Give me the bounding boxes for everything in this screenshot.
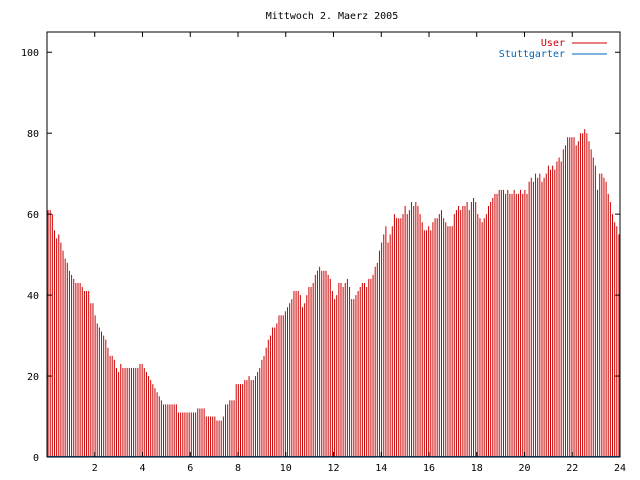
y-tick-label: 20 — [27, 372, 39, 383]
x-tick-label: 24 — [614, 463, 626, 474]
x-tick-label: 12 — [327, 463, 339, 474]
x-tick-label: 6 — [187, 463, 193, 474]
y-tick-label: 60 — [27, 210, 39, 221]
x-tick-label: 10 — [280, 463, 292, 474]
chart-title: Mittwoch 2. Maerz 2005 — [266, 11, 398, 22]
legend: User Stuttgarter — [499, 38, 607, 60]
legend-label-user: User — [541, 38, 565, 49]
legend-label-stuttgarter: Stuttgarter — [499, 49, 565, 60]
x-tick-label: 8 — [235, 463, 241, 474]
x-tick-label: 18 — [471, 463, 483, 474]
y-axis: 0 20 40 60 80 100 — [21, 48, 620, 464]
plot-frame — [46, 31, 621, 458]
y-tick-label: 100 — [21, 48, 39, 59]
x-tick-label: 4 — [139, 463, 145, 474]
x-axis: 2 4 6 8 10 12 14 16 18 20 22 24 — [92, 32, 626, 474]
y-tick-label: 0 — [33, 453, 39, 464]
x-tick-label: 22 — [566, 463, 578, 474]
x-tick-label: 14 — [375, 463, 387, 474]
user-series-bars — [47, 129, 620, 457]
x-tick-label: 16 — [423, 463, 435, 474]
x-tick-label: 2 — [92, 463, 98, 474]
y-tick-label: 40 — [27, 291, 39, 302]
x-tick-label: 20 — [518, 463, 530, 474]
y-tick-label: 80 — [27, 129, 39, 140]
